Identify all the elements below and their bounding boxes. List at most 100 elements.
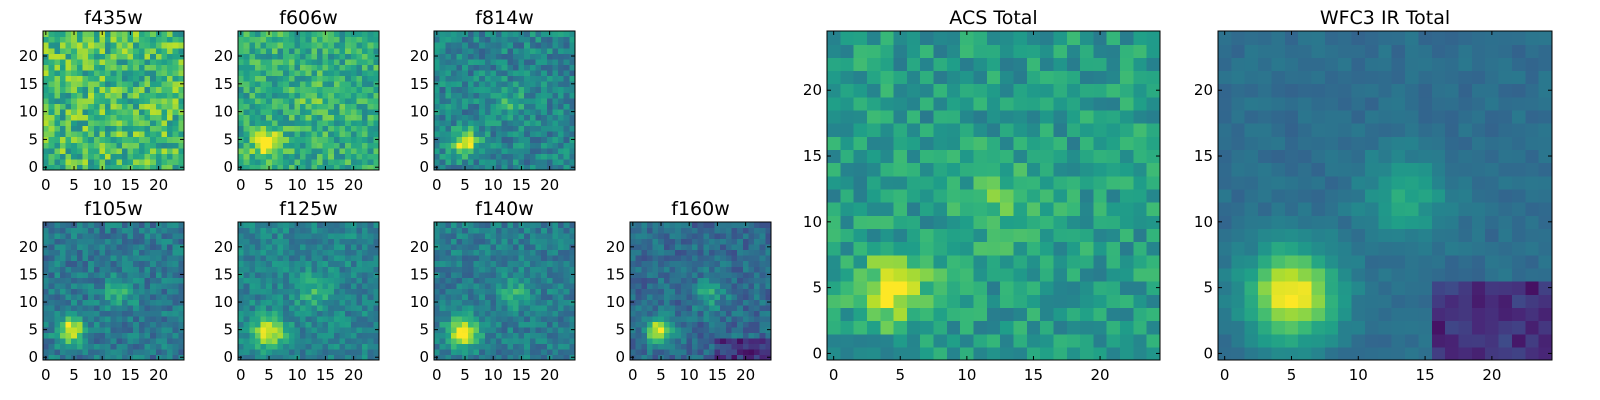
heatmap-cell	[462, 321, 469, 328]
heatmap-cell	[680, 293, 687, 300]
heatmap-cell	[133, 255, 140, 262]
heatmap-cell	[339, 92, 346, 99]
heatmap-cell	[71, 53, 78, 60]
heatmap-cell	[558, 315, 565, 322]
heatmap-cell	[48, 119, 55, 127]
heatmap-cell	[322, 81, 329, 88]
heatmap-cell	[524, 136, 531, 143]
heatmap-cell	[484, 321, 491, 328]
heatmap-cell	[518, 315, 525, 322]
heatmap-cell	[172, 238, 179, 245]
heatmap-cell	[518, 36, 525, 43]
heatmap-cell	[277, 288, 284, 295]
heatmap-cell	[333, 321, 341, 328]
heatmap-cell	[155, 53, 163, 60]
heatmap-cell	[99, 227, 106, 234]
heatmap-cell	[456, 326, 463, 333]
heatmap-cell	[675, 332, 682, 339]
heatmap-cell	[300, 348, 307, 356]
heatmap-cell	[345, 103, 352, 110]
heatmap-cell	[105, 86, 112, 93]
heatmap-cell	[316, 249, 324, 256]
heatmap-cell	[450, 310, 458, 317]
heatmap-cell	[121, 238, 129, 245]
heatmap-cell	[450, 354, 458, 361]
heatmap-cell	[311, 69, 318, 77]
heatmap-cell	[686, 271, 693, 278]
heatmap-cell	[507, 249, 514, 256]
heatmap-cell	[322, 282, 329, 289]
heatmap-cell	[178, 36, 185, 43]
heatmap-cell	[254, 260, 262, 267]
heatmap-cell	[333, 64, 341, 71]
heatmap-cell	[373, 249, 380, 256]
heatmap-cell	[161, 348, 168, 356]
heatmap-cell	[288, 147, 295, 154]
heatmap-cell	[277, 131, 284, 138]
heatmap-cell	[283, 255, 290, 262]
heatmap-cell	[339, 260, 346, 267]
heatmap-cell	[524, 42, 531, 49]
heatmap-cell	[646, 266, 654, 273]
heatmap-cell	[529, 75, 537, 82]
heatmap-cell	[110, 81, 117, 88]
heatmap-cell	[853, 294, 868, 308]
heatmap-cell	[1146, 241, 1161, 256]
heatmap-cell	[529, 36, 537, 43]
heatmap-cell	[99, 238, 106, 245]
heatmap-cell	[99, 343, 106, 350]
heatmap-cell	[138, 233, 146, 240]
heatmap-cell	[249, 293, 256, 300]
heatmap-cell	[93, 97, 100, 104]
heatmap-cell	[105, 288, 112, 295]
heatmap-cell	[462, 233, 469, 240]
heatmap-cell	[150, 293, 157, 300]
heatmap-cell	[105, 136, 112, 143]
heatmap-cell	[827, 320, 841, 335]
heatmap-cell	[144, 249, 151, 256]
heatmap-cell	[161, 249, 168, 256]
heatmap-cell	[541, 304, 548, 311]
heatmap-cell	[133, 158, 140, 166]
heatmap-cell	[172, 81, 179, 88]
heatmap-cell	[552, 222, 559, 229]
heatmap-cell	[260, 354, 267, 361]
heatmap-cell	[479, 238, 486, 245]
heatmap-cell	[946, 188, 961, 203]
heatmap-cell	[93, 125, 100, 132]
heatmap-cell	[254, 354, 262, 361]
heatmap-cell	[161, 321, 168, 328]
heatmap-cell	[893, 215, 908, 229]
heatmap-cell	[367, 114, 374, 121]
heatmap-cell	[507, 293, 514, 300]
heatmap-cell	[54, 131, 61, 138]
heatmap-cell	[362, 36, 369, 43]
heatmap-cell	[43, 348, 50, 356]
heatmap-cell	[316, 315, 324, 322]
heatmap-cell	[266, 131, 273, 138]
heatmap-cell	[434, 348, 441, 356]
heatmap-cell	[552, 288, 559, 295]
heatmap-cell	[133, 288, 140, 295]
heatmap-cell	[920, 267, 935, 282]
heatmap-cell	[294, 69, 301, 77]
heatmap-cell	[121, 114, 129, 121]
heatmap-cell	[249, 271, 256, 278]
heatmap-cell	[669, 266, 676, 273]
heatmap-cell	[167, 164, 174, 171]
heatmap-cell	[439, 47, 446, 54]
heatmap-cell	[311, 81, 318, 88]
heatmap-cell	[501, 244, 508, 251]
heatmap-cell	[367, 136, 374, 143]
heatmap-cell	[467, 58, 475, 65]
heatmap-cell	[99, 42, 106, 49]
heatmap-cell	[450, 64, 458, 71]
heatmap-cell	[1120, 202, 1134, 216]
heatmap-cell	[445, 260, 452, 267]
heatmap-cell	[161, 288, 168, 295]
heatmap-cell	[484, 244, 491, 251]
heatmap-cell	[692, 260, 699, 267]
heatmap-cell	[277, 114, 284, 121]
heatmap-cell	[54, 233, 61, 240]
heatmap-cell	[316, 227, 324, 234]
